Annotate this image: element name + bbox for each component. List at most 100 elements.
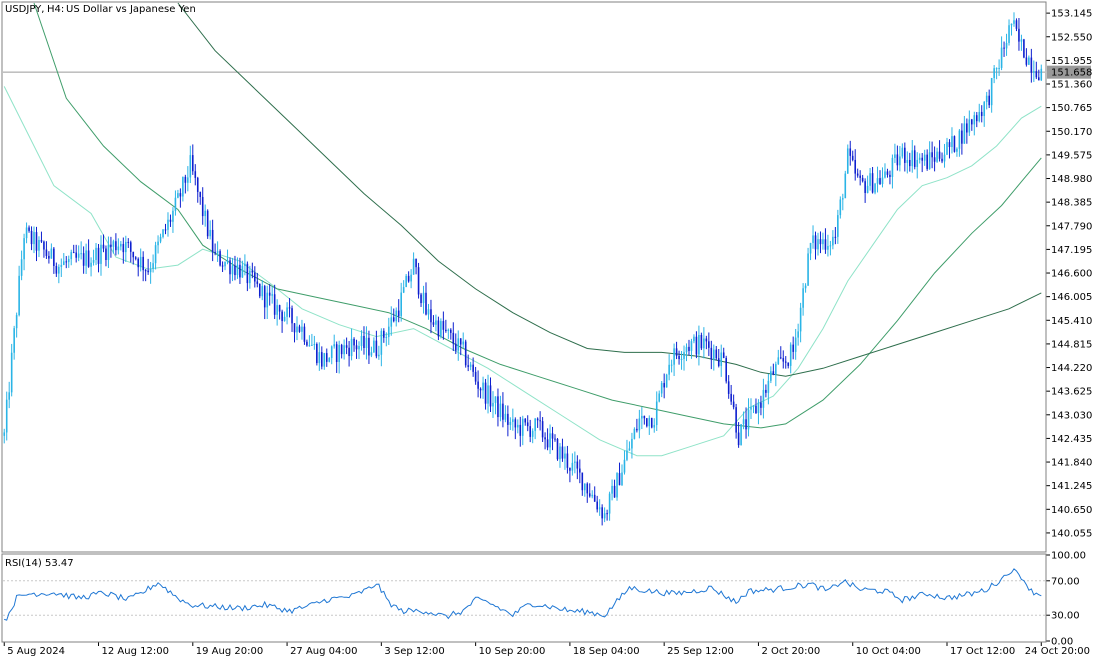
rsi-pane-frame [1, 553, 1047, 643]
candle-body [189, 155, 192, 178]
candle-body [782, 358, 785, 362]
candle-body [172, 210, 174, 222]
candle-body [397, 310, 400, 317]
candle-body [990, 78, 993, 106]
candle-body [75, 252, 77, 258]
candle-body [15, 315, 18, 329]
candle-body [249, 270, 251, 284]
candle-body [375, 340, 378, 357]
candle-body [201, 196, 204, 217]
candle-body [720, 352, 723, 366]
candle-body [254, 272, 256, 282]
rsi-indicator [3, 568, 1045, 621]
candle-body [593, 494, 596, 502]
candle-body [737, 432, 740, 446]
candle-body [712, 349, 715, 360]
candle-body [874, 183, 876, 193]
candle-body [663, 383, 665, 388]
price-tick-label: 142.435 [1051, 434, 1092, 445]
candle-body [321, 352, 323, 367]
candle-body [340, 344, 343, 355]
candle-body [1000, 47, 1003, 68]
candle-body [891, 157, 894, 177]
time-tick-label: 19 Aug 20:00 [196, 646, 263, 657]
candle-body [263, 286, 266, 308]
candle-body [628, 448, 631, 451]
candle-body [348, 347, 350, 357]
candle-body [966, 123, 968, 133]
candle-body [541, 421, 544, 438]
candle-body [703, 338, 705, 349]
candle-body [606, 513, 608, 515]
candle-body [859, 175, 861, 178]
candle-body [43, 241, 45, 250]
candle-body [278, 305, 281, 312]
candle-body [50, 248, 53, 259]
candle-body [174, 197, 177, 211]
candle-body [683, 352, 685, 359]
candle-body [921, 157, 923, 161]
candle-body [708, 341, 710, 348]
current-price-label-bg [1047, 65, 1091, 79]
candle-body [224, 262, 226, 267]
price-tick-label: 140.055 [1051, 528, 1092, 539]
candle-body [177, 193, 179, 198]
candle-body [100, 244, 102, 264]
candle-body [839, 199, 842, 216]
candle-body [576, 461, 579, 469]
candle-body [851, 155, 854, 160]
candle-body [85, 250, 87, 266]
ma-mid-line [33, 2, 1042, 429]
candle-body [234, 265, 236, 276]
candle-body [685, 346, 688, 353]
candle-body [187, 177, 189, 183]
candle-body [894, 154, 896, 158]
candle-body [221, 265, 224, 267]
candle-body [8, 392, 11, 400]
candle-body [693, 336, 695, 342]
candle-body [459, 338, 462, 345]
candle-body [355, 345, 358, 350]
candle-body [688, 346, 690, 351]
price-tick-label: 153.145 [1051, 9, 1092, 20]
candle-body [571, 462, 574, 471]
candle-body [985, 95, 988, 102]
candle-body [561, 446, 564, 459]
candle-body [668, 364, 670, 375]
price-tick-label: 152.550 [1051, 32, 1092, 43]
candle-body [519, 424, 522, 436]
candle-body [747, 409, 750, 430]
candle-body [579, 468, 581, 473]
rsi-tick-label: 100.00 [1051, 551, 1086, 562]
candle-body [670, 364, 673, 366]
candle-body [941, 158, 943, 162]
candle-body [760, 402, 762, 408]
candle-body [28, 227, 30, 231]
price-tick-label: 141.840 [1051, 458, 1092, 469]
candle-body [387, 326, 390, 338]
candle-body [961, 130, 963, 144]
candle-body [318, 352, 321, 364]
candle-body [529, 426, 532, 437]
rsi-label: RSI(14) 53.47 [5, 558, 74, 569]
candle-body [901, 147, 904, 157]
candle-body [286, 307, 288, 317]
candle-body [182, 176, 184, 197]
candle-body [137, 258, 140, 268]
candle-body [1028, 57, 1030, 65]
candle-body [884, 171, 886, 178]
chart-description: US Dollar vs Japanese Yen [66, 4, 196, 15]
candle-body [92, 259, 95, 263]
candle-body [546, 439, 549, 448]
candle-body [1025, 57, 1028, 65]
candle-body [298, 326, 301, 332]
time-tick-label: 17 Oct 12:00 [950, 646, 1015, 657]
candle-body [80, 253, 82, 255]
candle-body [452, 332, 455, 344]
candle-body [715, 349, 718, 359]
candle-body [5, 399, 8, 433]
candle-body [998, 67, 1000, 69]
candle-body [445, 329, 447, 332]
candle-body [454, 343, 457, 351]
candle-body [157, 241, 159, 246]
